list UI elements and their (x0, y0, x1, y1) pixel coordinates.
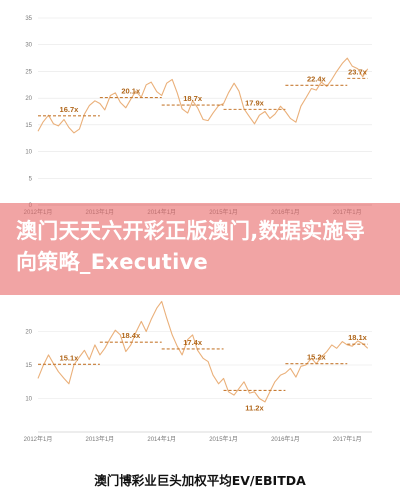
average-label: 17.9x (245, 98, 265, 107)
average-label: 18.4x (121, 331, 141, 340)
x-tick-label: 2017年1月 (333, 435, 362, 443)
average-label: 18.1x (348, 333, 368, 342)
average-label: 15.2x (307, 353, 327, 362)
chart-bottom: 10 15 20 2012年1月 2013年1月 2014年1月 2015年1月 2016年1… (24, 300, 372, 443)
y-tick-label: 25 (25, 69, 32, 75)
x-tick-label: 2012年1月 (24, 435, 53, 443)
series-line (37, 300, 369, 403)
y-tick-label: 35 (25, 16, 32, 22)
x-tick-label: 2016年1月 (271, 435, 300, 443)
y-tick-label: 5 (29, 176, 33, 182)
average-label: 23.7x (348, 67, 368, 76)
banner-text: 澳门天天六开彩正版澳门,数据实施导向策略_Executive (16, 219, 366, 274)
x-tick-label: 2014年1月 (147, 435, 176, 443)
chart-caption: 澳门博彩业巨头加权平均EV/EBITDA (94, 473, 306, 488)
average-label: 15.1x (60, 353, 80, 362)
y-tick-label: 20 (25, 96, 32, 102)
y-tick-label: 15 (25, 363, 32, 369)
average-label: 22.4x (307, 74, 327, 83)
x-tick-label: 2013年1月 (86, 435, 115, 443)
average-label: 16.7x (60, 105, 80, 114)
y-tick-label: 10 (25, 397, 32, 403)
average-label: 11.2x (245, 403, 264, 412)
series-line (37, 57, 369, 134)
chart-top: 051015202530352012年1月2013年1月2014年1月2015年… (24, 16, 372, 216)
x-tick-label: 2015年1月 (209, 435, 238, 443)
banner-overlay (0, 203, 400, 295)
average-label: 18.7x (183, 94, 203, 103)
average-label: 17.4x (183, 338, 203, 347)
average-label: 20.1x (121, 87, 141, 96)
y-tick-label: 15 (25, 123, 32, 129)
y-tick-label: 20 (25, 330, 32, 336)
y-tick-label: 10 (25, 150, 32, 156)
y-tick-label: 30 (25, 43, 32, 49)
